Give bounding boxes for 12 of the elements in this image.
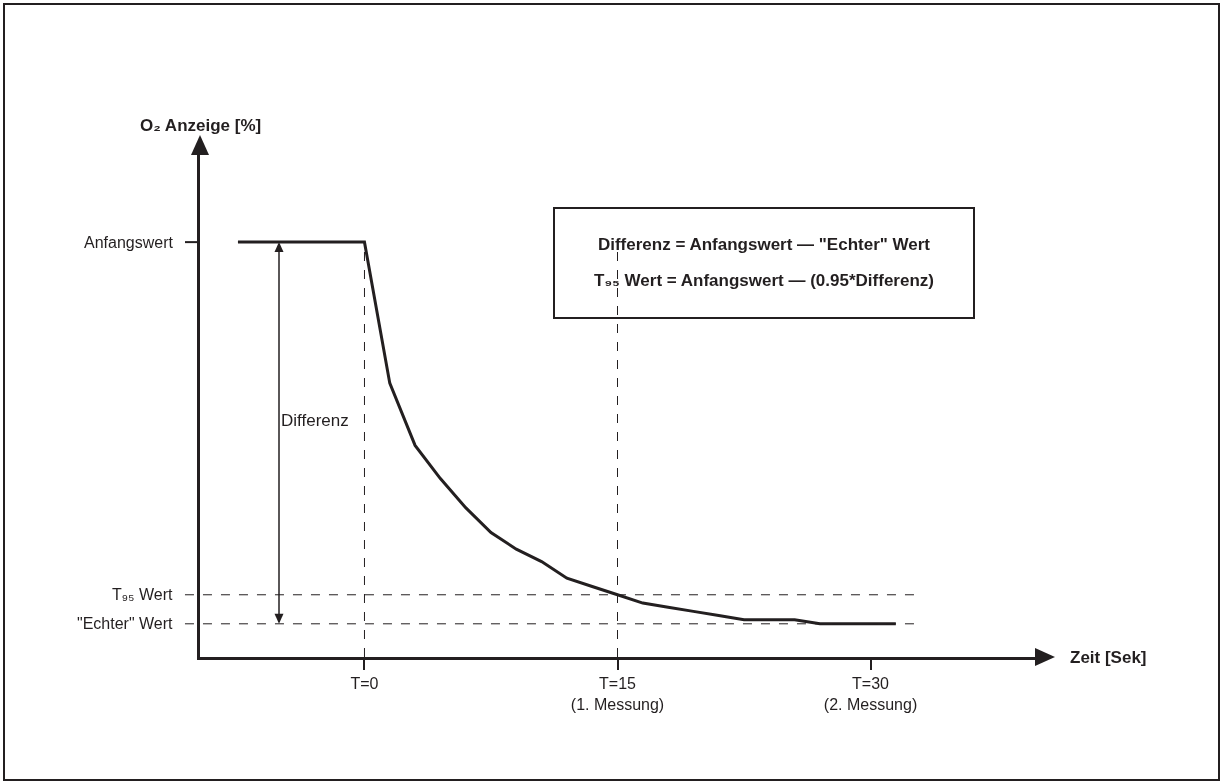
x-tick-label: T=15 (1. Messung)	[570, 675, 665, 713]
annotation: Differenz = Anfangswert — "Echter" Wert	[597, 235, 931, 255]
text-box: Differenz = Anfangswert — "Echter" Wert T₉₅ Wert = Anfangswert — (0.95*Differenz)	[553, 207, 975, 319]
ref-line-label: Anfangswert	[84, 234, 174, 251]
x-tick-label: T=30 (2. Messung)	[823, 675, 918, 713]
x-axis-title: Zeit [Sek]	[1070, 648, 1147, 667]
ref-line-label: "Echter" Wert	[77, 615, 174, 632]
annotation: Differenz	[281, 411, 349, 430]
x-tick-label: T=0	[350, 675, 379, 693]
annotation: T₉₅ Wert = Anfangswert — (0.95*Differenz)	[594, 271, 934, 291]
ref-line-label: T₉₅ Wert	[112, 586, 174, 603]
text: O₂ Anzeige [%]	[140, 116, 262, 135]
